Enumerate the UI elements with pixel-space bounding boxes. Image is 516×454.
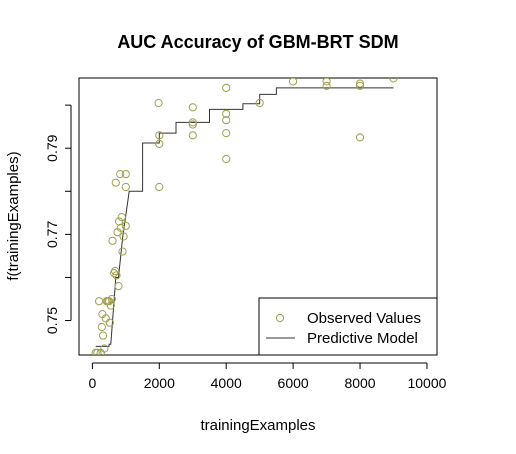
y-axis-label: f(trainingExamples)	[5, 151, 22, 280]
observed-point	[255, 98, 264, 108]
observed-point	[155, 182, 164, 192]
observed-point	[93, 348, 102, 355]
observed-point	[188, 131, 197, 140]
observed-point	[355, 81, 365, 90]
observed-point	[355, 79, 365, 88]
y-tick-label: 0.77	[44, 221, 60, 248]
observed-point	[108, 236, 117, 245]
chart-title: AUC Accuracy of GBM-BRT SDM	[117, 32, 398, 52]
observed-point	[105, 318, 114, 327]
observed-point	[105, 297, 114, 306]
x-tick-label: 6000	[278, 375, 309, 391]
x-tick-label: 10000	[407, 375, 446, 391]
observed-point	[114, 282, 123, 291]
x-tick-label: 8000	[344, 375, 375, 391]
x-tick-label: 0	[88, 375, 96, 391]
observed-point	[99, 331, 108, 340]
observed-point	[97, 322, 106, 332]
observed-point	[355, 133, 365, 142]
observed-point	[222, 154, 231, 164]
observed-point	[121, 182, 130, 192]
legend: Observed Values Predictive Model	[258, 297, 438, 356]
observed-point	[116, 223, 125, 232]
observed-point	[118, 247, 127, 256]
plot-frame	[78, 77, 438, 356]
observed-point	[100, 344, 109, 353]
observed-point	[107, 294, 116, 304]
legend-observed-marker	[275, 313, 285, 323]
observed-point	[222, 83, 231, 93]
observed-point	[155, 131, 164, 140]
observed-point	[119, 232, 128, 241]
legend-model-label: Predictive Model	[307, 330, 418, 347]
plot-marks	[91, 78, 398, 355]
observed-point	[116, 170, 125, 179]
observed-point	[289, 78, 298, 86]
observed-point	[155, 139, 164, 148]
legend-box	[258, 297, 438, 356]
observed-point	[111, 266, 120, 276]
observed-point	[121, 170, 130, 179]
observed-point	[95, 297, 104, 306]
observed-point	[112, 271, 121, 280]
observed-point	[111, 178, 120, 187]
x-tick-label: 4000	[211, 375, 242, 391]
observed-point	[188, 118, 197, 127]
y-tick-label: 0.75	[44, 307, 60, 334]
x-axis: 0 2000 4000 6000 8000 10000	[88, 362, 447, 391]
legend-observed-label: Observed Values	[307, 310, 421, 327]
observed-point	[188, 120, 197, 129]
x-axis-label: trainingExamples	[200, 417, 315, 434]
y-axis: 0.75 0.77 0.79	[44, 104, 72, 334]
observed-point	[322, 78, 331, 86]
observed-point	[117, 213, 126, 222]
observed-point	[154, 98, 163, 108]
observed-point	[222, 116, 231, 125]
observed-point	[222, 109, 231, 118]
observed-point	[106, 301, 115, 310]
y-tick-label: 0.79	[44, 134, 60, 161]
observed-point	[222, 129, 231, 138]
observed-point	[121, 221, 130, 230]
observed-point	[389, 78, 398, 83]
observed-point	[322, 81, 331, 90]
observed-point	[188, 103, 197, 112]
plot-area	[91, 78, 398, 355]
model-line	[95, 87, 394, 347]
x-tick-label: 2000	[144, 375, 175, 391]
